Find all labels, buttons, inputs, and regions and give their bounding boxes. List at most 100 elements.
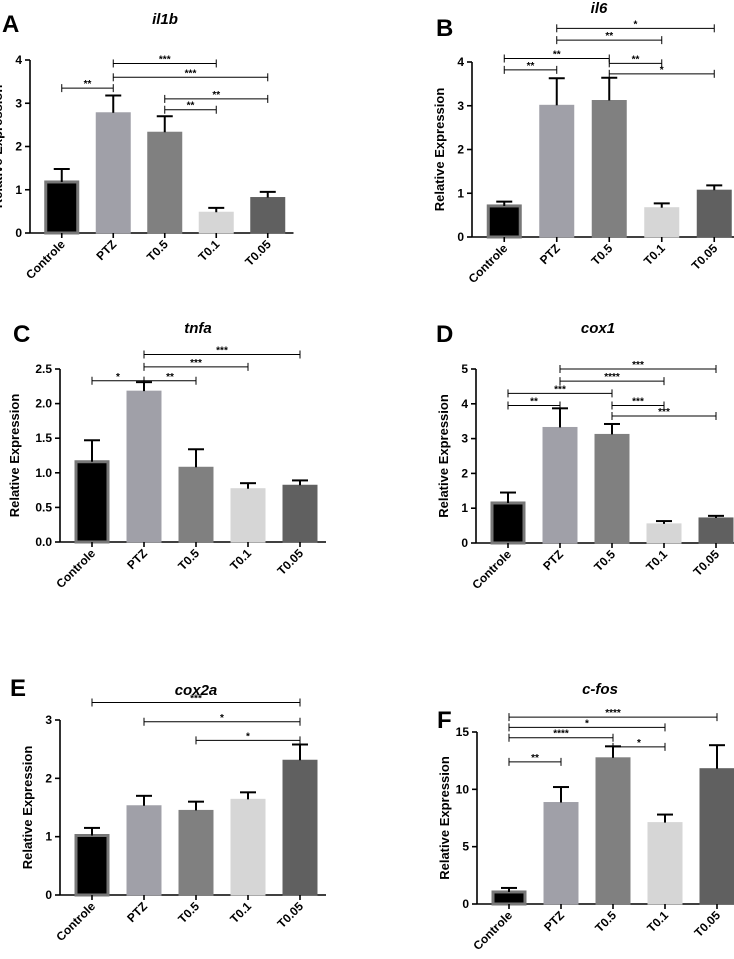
panel-letter: E bbox=[10, 675, 26, 702]
bar bbox=[74, 834, 110, 897]
bar bbox=[486, 204, 522, 239]
bar bbox=[696, 189, 732, 238]
y-tick-label: 0 bbox=[462, 897, 469, 911]
chart-panel-f: Fc-fos Relative Expression 0 5 10 15 Controle P… bbox=[437, 681, 734, 953]
significance-label: *** bbox=[632, 360, 644, 371]
significance-label: **** bbox=[553, 729, 569, 740]
bar bbox=[282, 759, 318, 896]
bar bbox=[647, 822, 683, 905]
x-tick-label: T0.1 bbox=[644, 908, 671, 935]
y-tick-label: 0 bbox=[15, 226, 22, 240]
y-tick-label: 1 bbox=[457, 186, 464, 200]
bar bbox=[490, 501, 526, 545]
y-tick-label: 3 bbox=[15, 96, 22, 110]
x-tick-label: Controle bbox=[23, 237, 68, 282]
x-tick-label: Controle bbox=[53, 899, 98, 944]
significance-label: ** bbox=[187, 101, 195, 112]
y-tick-label: 0 bbox=[461, 536, 468, 550]
x-tick-label: Controle bbox=[469, 547, 514, 592]
bar bbox=[250, 197, 286, 234]
y-tick-label: 1 bbox=[461, 501, 468, 515]
x-tick-label: T0.1 bbox=[641, 241, 668, 268]
bar bbox=[644, 207, 680, 238]
bar bbox=[591, 100, 627, 238]
y-tick-label: 1 bbox=[15, 183, 22, 197]
y-axis-label: Relative Expression bbox=[432, 88, 447, 212]
significance-label: *** bbox=[185, 68, 197, 79]
y-tick-label: 3 bbox=[457, 99, 464, 113]
bar bbox=[646, 523, 682, 544]
y-tick-label: 4 bbox=[15, 53, 22, 67]
x-tick-label: T0.5 bbox=[588, 241, 615, 268]
significance-label: *** bbox=[632, 397, 644, 408]
bar bbox=[542, 426, 578, 544]
x-tick-label: Controle bbox=[53, 546, 98, 591]
x-tick-label: T0.05 bbox=[242, 237, 274, 269]
bar bbox=[594, 433, 630, 544]
panel-title: tnfa bbox=[184, 320, 212, 337]
x-tick-label: PTZ bbox=[124, 546, 150, 572]
x-tick-label: T0.5 bbox=[175, 899, 202, 926]
x-tick-label: T0.05 bbox=[692, 908, 724, 940]
y-axis-label: Relative Expression bbox=[436, 394, 451, 518]
significance-label: ** bbox=[632, 54, 640, 65]
x-tick-label: PTZ bbox=[537, 241, 563, 267]
x-tick-label: T0.5 bbox=[144, 237, 171, 264]
significance-label: *** bbox=[159, 54, 171, 65]
bar bbox=[198, 211, 234, 234]
significance-label: ** bbox=[553, 50, 561, 61]
y-tick-label: 2.0 bbox=[35, 397, 52, 411]
bar bbox=[178, 809, 214, 896]
significance-label: ** bbox=[84, 79, 92, 90]
significance-label: * bbox=[634, 19, 638, 30]
bar bbox=[74, 460, 110, 544]
panel-title: cox2a bbox=[175, 682, 218, 699]
y-axis-label: Relative Expression bbox=[20, 746, 35, 870]
y-tick-label: 4 bbox=[457, 55, 464, 69]
y-axis-label: Relative Expression bbox=[7, 394, 22, 518]
y-tick-label: 5 bbox=[461, 362, 468, 376]
significance-label: * bbox=[246, 731, 250, 742]
bar bbox=[698, 517, 734, 544]
significance-label: *** bbox=[216, 345, 228, 356]
bar bbox=[491, 890, 527, 906]
bar bbox=[126, 390, 162, 543]
panel-title: il1b bbox=[152, 11, 178, 28]
y-tick-label: 0 bbox=[457, 230, 464, 244]
bar bbox=[44, 180, 80, 235]
y-tick-label: 0.5 bbox=[35, 500, 52, 514]
y-tick-label: 10 bbox=[456, 782, 470, 796]
x-tick-label: T0.05 bbox=[689, 241, 721, 273]
bar bbox=[282, 484, 318, 543]
bar bbox=[126, 805, 162, 896]
significance-label: **** bbox=[605, 708, 621, 719]
x-tick-label: PTZ bbox=[93, 237, 119, 263]
x-tick-label: T0.5 bbox=[592, 908, 619, 935]
bar bbox=[178, 466, 214, 543]
significance-label: * bbox=[660, 65, 664, 76]
x-tick-label: T0.5 bbox=[175, 546, 202, 573]
bar bbox=[230, 798, 266, 896]
y-tick-label: 0.0 bbox=[35, 535, 52, 549]
significance-label: *** bbox=[190, 694, 202, 705]
significance-label: ** bbox=[166, 372, 174, 383]
bar bbox=[230, 488, 266, 543]
significance-label: **** bbox=[604, 372, 620, 383]
y-tick-label: 1.5 bbox=[35, 431, 52, 445]
x-tick-label: PTZ bbox=[541, 908, 567, 934]
y-tick-label: 2.5 bbox=[35, 362, 52, 376]
y-tick-label: 1 bbox=[45, 830, 52, 844]
y-tick-label: 0 bbox=[45, 888, 52, 902]
x-tick-label: T0.5 bbox=[591, 547, 618, 574]
x-tick-label: PTZ bbox=[540, 547, 566, 573]
significance-label: ** bbox=[531, 753, 539, 764]
x-tick-label: T0.05 bbox=[275, 546, 307, 578]
x-tick-label: T0.1 bbox=[195, 237, 222, 264]
y-tick-label: 2 bbox=[45, 771, 52, 785]
significance-label: *** bbox=[190, 358, 202, 369]
bar bbox=[699, 768, 734, 905]
